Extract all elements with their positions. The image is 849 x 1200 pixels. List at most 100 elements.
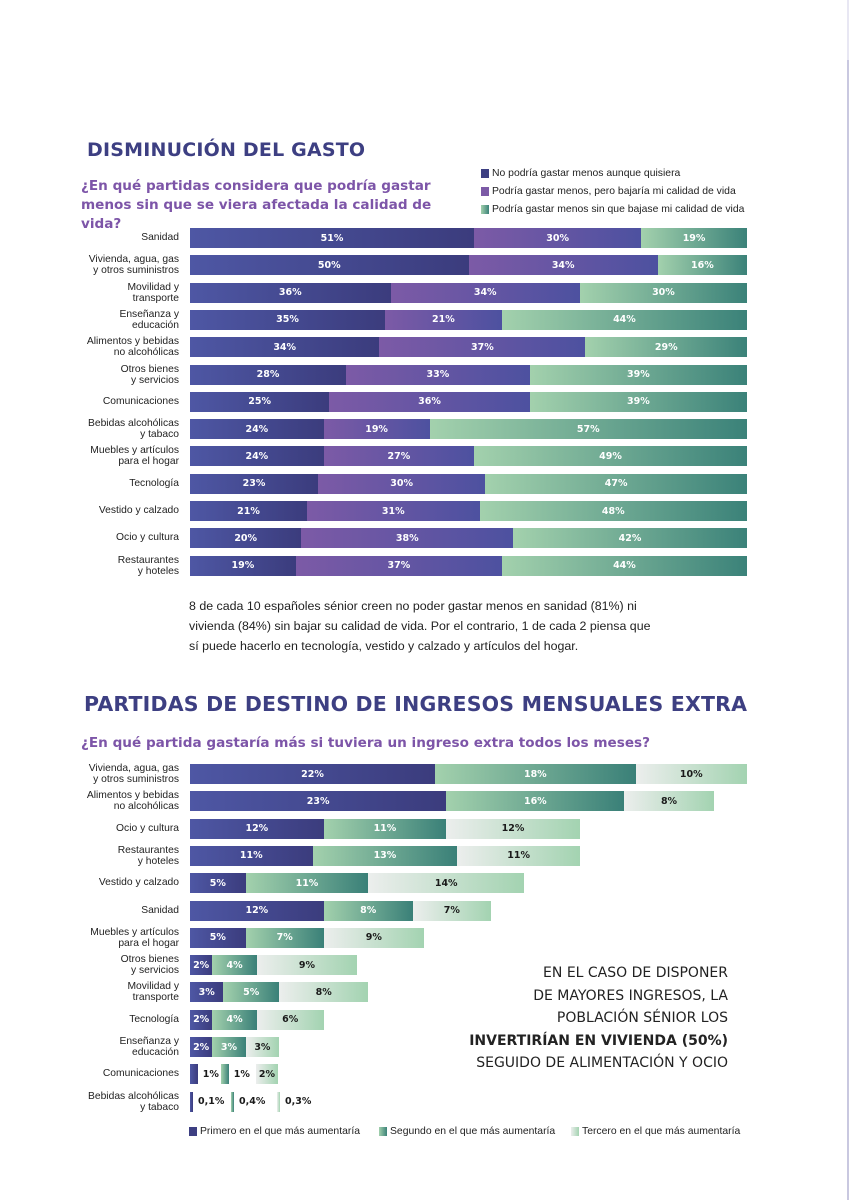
bar-segment: 37% [379, 337, 586, 358]
bar-segment: 7% [245, 927, 324, 948]
section2-subtitle: ¿En qué partida gastaría más si tuviera … [81, 735, 651, 751]
bar-segment: 30% [318, 473, 486, 494]
bar-segment: 12% [190, 818, 324, 839]
category-label: Vestido y calzado [98, 505, 179, 516]
bar-segment [190, 1064, 198, 1085]
bar-segment: 2% [256, 1064, 278, 1085]
bar-segment: 33% [345, 364, 530, 385]
bar-segment: 25% [190, 391, 330, 412]
section2-title: PARTIDAS DE DESTINO DE INGRESOS MENSUALE… [84, 692, 748, 716]
bar-segment: 19% [323, 419, 430, 440]
bar-segment [231, 1091, 234, 1112]
bar-segment: 42% [513, 528, 747, 549]
callout-text: EN EL CASO DE DISPONER DE MAYORES INGRES… [469, 962, 728, 1075]
bar-segment: 35% [190, 309, 385, 330]
bar-segment: 50% [190, 255, 469, 276]
chart2-legend: Primero en el que más aumentaría Segundo… [189, 1126, 740, 1137]
bar-segment: 5% [190, 927, 246, 948]
legend-swatch-navy [481, 168, 489, 178]
section1-subtitle: ¿En qué partidas considera que podría ga… [81, 178, 432, 232]
bar-segment: 51% [190, 228, 475, 248]
bar-segment: 16% [657, 255, 747, 276]
category-label: Bebidas alcohólicas y tabaco [87, 418, 179, 441]
bar-segment: 30% [579, 282, 747, 303]
bar-segment: 5% [223, 982, 280, 1003]
callout-line: POBLACIÓN SÉNIOR LOS [556, 1010, 728, 1026]
legend-item: Segundo en el que más aumentaría [379, 1126, 571, 1137]
page-edge-line [847, 60, 849, 1200]
bar-segment: 44% [501, 309, 747, 330]
bar-segment: 8% [279, 982, 369, 1003]
bar-segment: 10% [635, 764, 747, 784]
page-edge-top [847, 0, 849, 60]
bar-segment: 20% [190, 528, 302, 549]
bar-segment: 11% [323, 818, 447, 839]
legend-swatch-green [481, 204, 489, 214]
category-label: Movilidad y transporte [127, 981, 179, 1004]
legend-label: Segundo en el que más aumentaría [390, 1126, 556, 1137]
category-label: Sanidad [141, 904, 179, 916]
bar-segment: 48% [479, 501, 747, 521]
bar-segment: 31% [306, 501, 480, 521]
bar-segment [277, 1091, 280, 1112]
bar-value-label: 0,1% [198, 1096, 225, 1108]
bar-segment [190, 1091, 193, 1112]
category-label: Bebidas alcohólicas y tabaco [87, 1090, 179, 1113]
bar-segment: 21% [384, 309, 502, 330]
category-label: Comunicaciones [102, 1068, 179, 1080]
bar-segment: 36% [190, 282, 391, 303]
bar-segment: 7% [412, 900, 491, 921]
bar-segment: 12% [190, 900, 324, 921]
category-label: Movilidad y transporte [127, 281, 179, 304]
bar-segment: 22% [190, 764, 436, 784]
bar-value-label: 1% [233, 1068, 250, 1080]
legend-item: Podría gastar menos, pero bajaría mi cal… [481, 182, 744, 200]
category-label: Enseñanza y educación [119, 1036, 179, 1058]
bar-segment: 16% [446, 791, 625, 812]
bar-value-label: 0,4% [239, 1096, 266, 1108]
bar-segment: 19% [190, 555, 296, 576]
bar-segment: 8% [624, 791, 714, 812]
category-label: Tecnología [129, 1013, 179, 1025]
legend-swatch-purple [481, 186, 489, 196]
section1-title: DISMINUCIÓN DEL GASTO [87, 139, 366, 161]
category-label: Vestido y calzado [98, 877, 179, 889]
bar-segment: 21% [190, 501, 307, 521]
bar-segment: 37% [295, 555, 502, 576]
bar-segment: 6% [256, 1009, 324, 1030]
callout-line: SEGUIDO DE ALIMENTACIÓN Y OCIO [476, 1055, 728, 1071]
category-label: Sanidad [141, 232, 179, 243]
bar-segment: 39% [529, 364, 747, 385]
bar-segment: 24% [190, 446, 324, 467]
legend-swatch-light [571, 1127, 579, 1136]
legend-label: Primero en el que más aumentaría [200, 1126, 360, 1137]
bar-segment: 34% [190, 337, 380, 358]
legend-item: Podría gastar menos sin que bajase mi ca… [481, 200, 744, 218]
callout-line: DE MAYORES INGRESOS, LA [533, 987, 728, 1004]
bar-segment: 3% [212, 1037, 246, 1057]
legend-swatch-green [379, 1127, 387, 1136]
bar-segment: 34% [390, 282, 580, 303]
category-label: Otros bienes y servicios [120, 954, 179, 977]
legend-label: Tercero en el que más aumentaría [582, 1126, 741, 1137]
bar-segment: 14% [368, 873, 525, 894]
bar-segment: 8% [323, 900, 413, 921]
bar-segment: 2% [190, 1037, 213, 1057]
legend-swatch-navy [189, 1127, 197, 1136]
bar-segment: 23% [190, 473, 319, 494]
bar-segment: 38% [301, 528, 514, 549]
bar-segment: 3% [190, 982, 224, 1003]
bar-segment: 24% [190, 419, 324, 440]
bar-value-label: 1% [202, 1068, 219, 1080]
bar-segment: 13% [312, 845, 458, 866]
category-label: Vivienda, agua, gas y otros suministros [88, 763, 179, 785]
bar-segment: 39% [529, 391, 747, 412]
legend-item: Tercero en el que más aumentaría [571, 1126, 740, 1137]
chart1-legend: No podría gastar menos aunque quisiera P… [481, 164, 744, 218]
bar-segment: 11% [245, 873, 369, 894]
category-label: Enseñanza y educación [119, 308, 179, 331]
bar-segment: 28% [190, 364, 346, 385]
bar-segment: 18% [435, 764, 636, 784]
category-label: Muebles y artículos para el hogar [90, 445, 179, 468]
bar-segment: 3% [245, 1037, 280, 1057]
